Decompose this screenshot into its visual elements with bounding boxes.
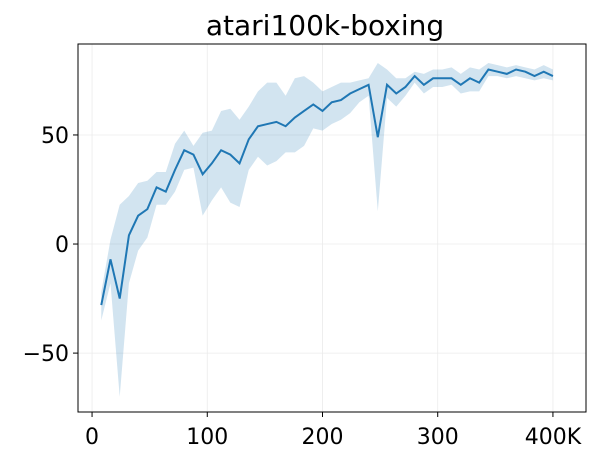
line [100,68,554,306]
y-tick-label: −50 [23,342,69,367]
x-tick-label: 400K [525,425,582,450]
x-tick-label: 100 [186,425,228,450]
y-tick-label: 0 [55,233,69,258]
x-tick-label: 200 [301,425,343,450]
y-tick-label: 50 [41,124,69,149]
plot-frame [77,43,587,413]
x-tick-label: 300 [417,425,459,450]
confidence-band [101,62,553,397]
x-tick-label: 0 [85,425,99,450]
chart-title: atari100k-boxing [206,9,444,42]
